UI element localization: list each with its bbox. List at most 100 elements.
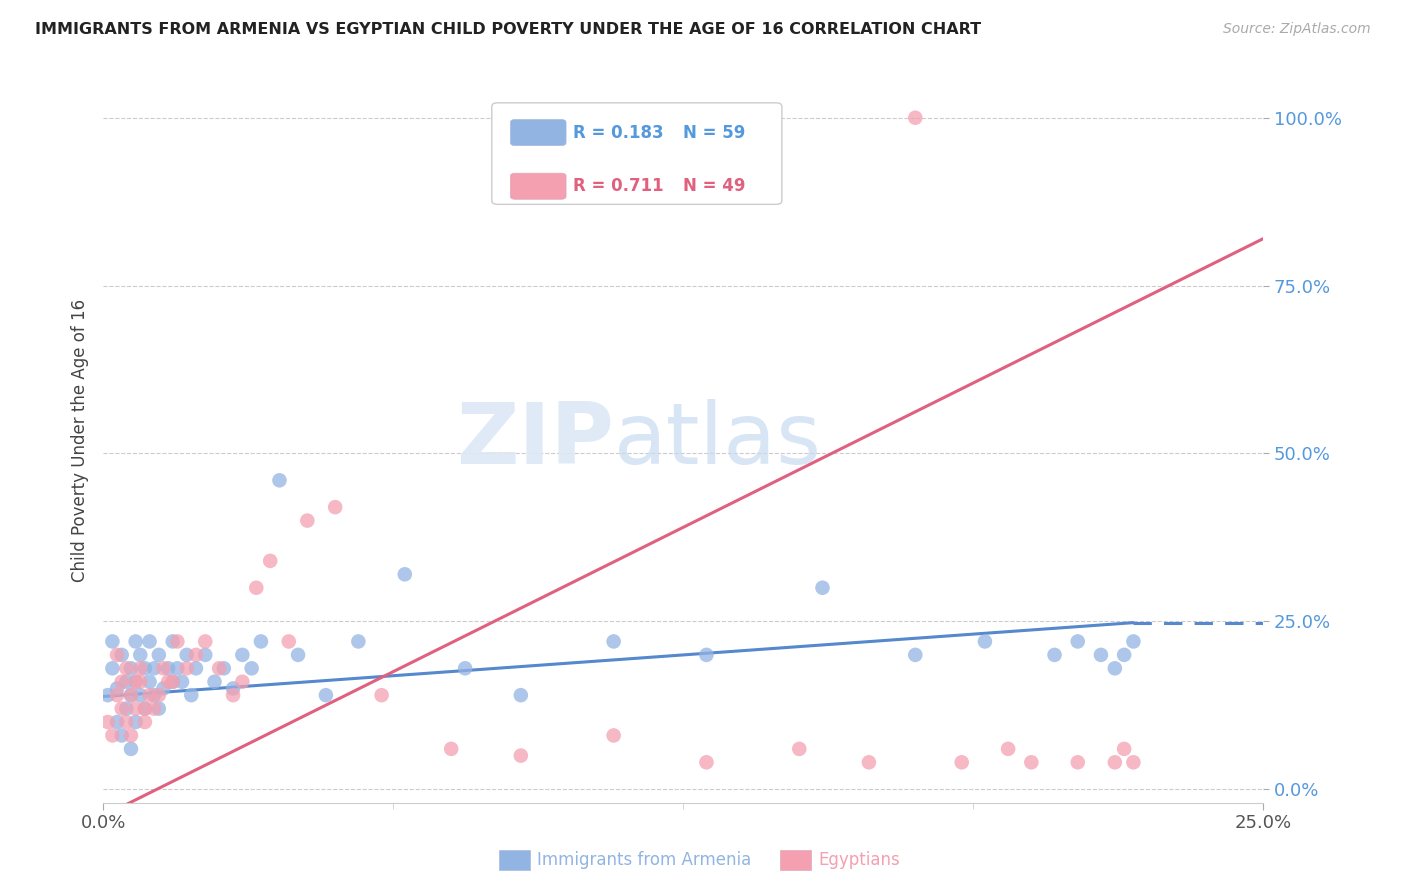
Point: [212, 661, 235, 675]
Point: [315, 688, 337, 702]
Point: [240, 661, 263, 675]
Point: [250, 634, 273, 648]
Point: [101, 634, 124, 648]
Point: [904, 648, 927, 662]
Point: [176, 648, 198, 662]
Point: [231, 674, 253, 689]
Point: [101, 661, 124, 675]
Point: [1090, 648, 1112, 662]
Point: [370, 688, 392, 702]
Point: [208, 661, 231, 675]
Point: [143, 688, 166, 702]
Point: [194, 634, 217, 648]
Point: [858, 756, 880, 770]
Point: [950, 756, 973, 770]
Point: [180, 688, 202, 702]
Point: [997, 742, 1019, 756]
Point: [259, 554, 281, 568]
Point: [143, 701, 166, 715]
Point: [1114, 742, 1136, 756]
Point: [105, 714, 128, 729]
Point: [120, 742, 142, 756]
Text: R = 0.711: R = 0.711: [574, 178, 664, 195]
Point: [120, 688, 142, 702]
Point: [97, 688, 120, 702]
Point: [115, 701, 138, 715]
Point: [1114, 648, 1136, 662]
Point: [105, 648, 128, 662]
Text: Egyptians: Egyptians: [818, 851, 900, 869]
Point: [194, 648, 217, 662]
Point: [695, 648, 717, 662]
Point: [120, 688, 142, 702]
Point: [157, 661, 180, 675]
Point: [204, 674, 226, 689]
Point: [152, 681, 174, 696]
Point: [138, 674, 160, 689]
Point: [138, 634, 160, 648]
Point: [124, 701, 146, 715]
Point: [129, 674, 152, 689]
Point: [695, 756, 717, 770]
Point: [1122, 756, 1144, 770]
Point: [152, 661, 174, 675]
Point: [602, 728, 624, 742]
Point: [134, 714, 156, 729]
Point: [111, 728, 134, 742]
Point: [170, 674, 193, 689]
Point: [148, 648, 170, 662]
Text: atlas: atlas: [613, 399, 821, 482]
Point: [129, 688, 152, 702]
Point: [162, 634, 184, 648]
Point: [115, 674, 138, 689]
Point: [394, 567, 416, 582]
Point: [245, 581, 267, 595]
Point: [184, 661, 207, 675]
Point: [166, 634, 188, 648]
Point: [1104, 661, 1126, 675]
Point: [162, 674, 184, 689]
Point: [143, 661, 166, 675]
Point: [184, 648, 207, 662]
Point: [509, 748, 531, 763]
Point: [124, 674, 146, 689]
Point: [111, 674, 134, 689]
Point: [105, 688, 128, 702]
Point: [115, 714, 138, 729]
FancyBboxPatch shape: [510, 120, 567, 145]
Point: [124, 714, 146, 729]
Text: Source: ZipAtlas.com: Source: ZipAtlas.com: [1223, 22, 1371, 37]
Point: [111, 648, 134, 662]
Y-axis label: Child Poverty Under the Age of 16: Child Poverty Under the Age of 16: [72, 299, 89, 582]
Point: [787, 742, 810, 756]
Point: [323, 500, 346, 515]
Point: [138, 688, 160, 702]
Point: [115, 661, 138, 675]
Point: [454, 661, 477, 675]
Point: [974, 634, 997, 648]
Point: [222, 681, 245, 696]
Point: [97, 714, 120, 729]
Text: ZIP: ZIP: [456, 399, 613, 482]
Text: N = 49: N = 49: [683, 178, 745, 195]
Point: [347, 634, 370, 648]
Point: [222, 688, 245, 702]
Point: [297, 514, 319, 528]
Point: [1122, 634, 1144, 648]
Point: [269, 473, 291, 487]
FancyBboxPatch shape: [492, 103, 782, 204]
Point: [134, 701, 156, 715]
Point: [162, 674, 184, 689]
Point: [166, 661, 188, 675]
Point: [148, 701, 170, 715]
Point: [811, 581, 834, 595]
Point: [176, 661, 198, 675]
Text: N = 59: N = 59: [683, 124, 745, 142]
Point: [602, 634, 624, 648]
Point: [1067, 756, 1090, 770]
Point: [1043, 648, 1066, 662]
Point: [1104, 756, 1126, 770]
Point: [440, 742, 463, 756]
Point: [134, 701, 156, 715]
Point: [134, 661, 156, 675]
